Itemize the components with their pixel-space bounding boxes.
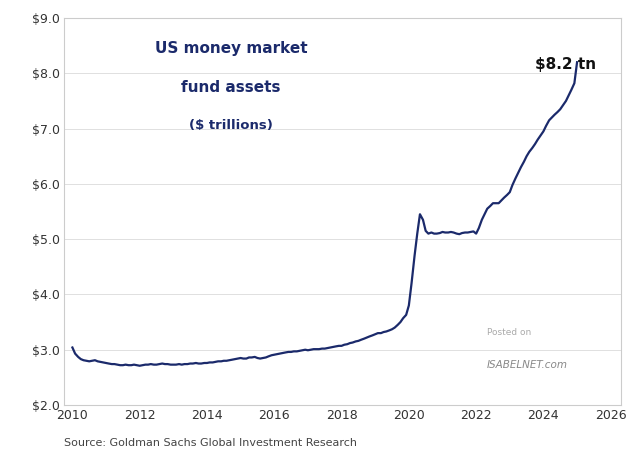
Text: fund assets: fund assets: [181, 80, 281, 95]
Text: ($ trillions): ($ trillions): [189, 119, 273, 131]
Text: $8.2 tn: $8.2 tn: [534, 57, 596, 72]
Text: US money market: US money market: [155, 41, 307, 56]
Text: ISABELNET.com: ISABELNET.com: [487, 360, 568, 370]
Text: Source: Goldman Sachs Global Investment Research: Source: Goldman Sachs Global Investment …: [64, 438, 357, 448]
Text: Posted on: Posted on: [487, 328, 531, 338]
